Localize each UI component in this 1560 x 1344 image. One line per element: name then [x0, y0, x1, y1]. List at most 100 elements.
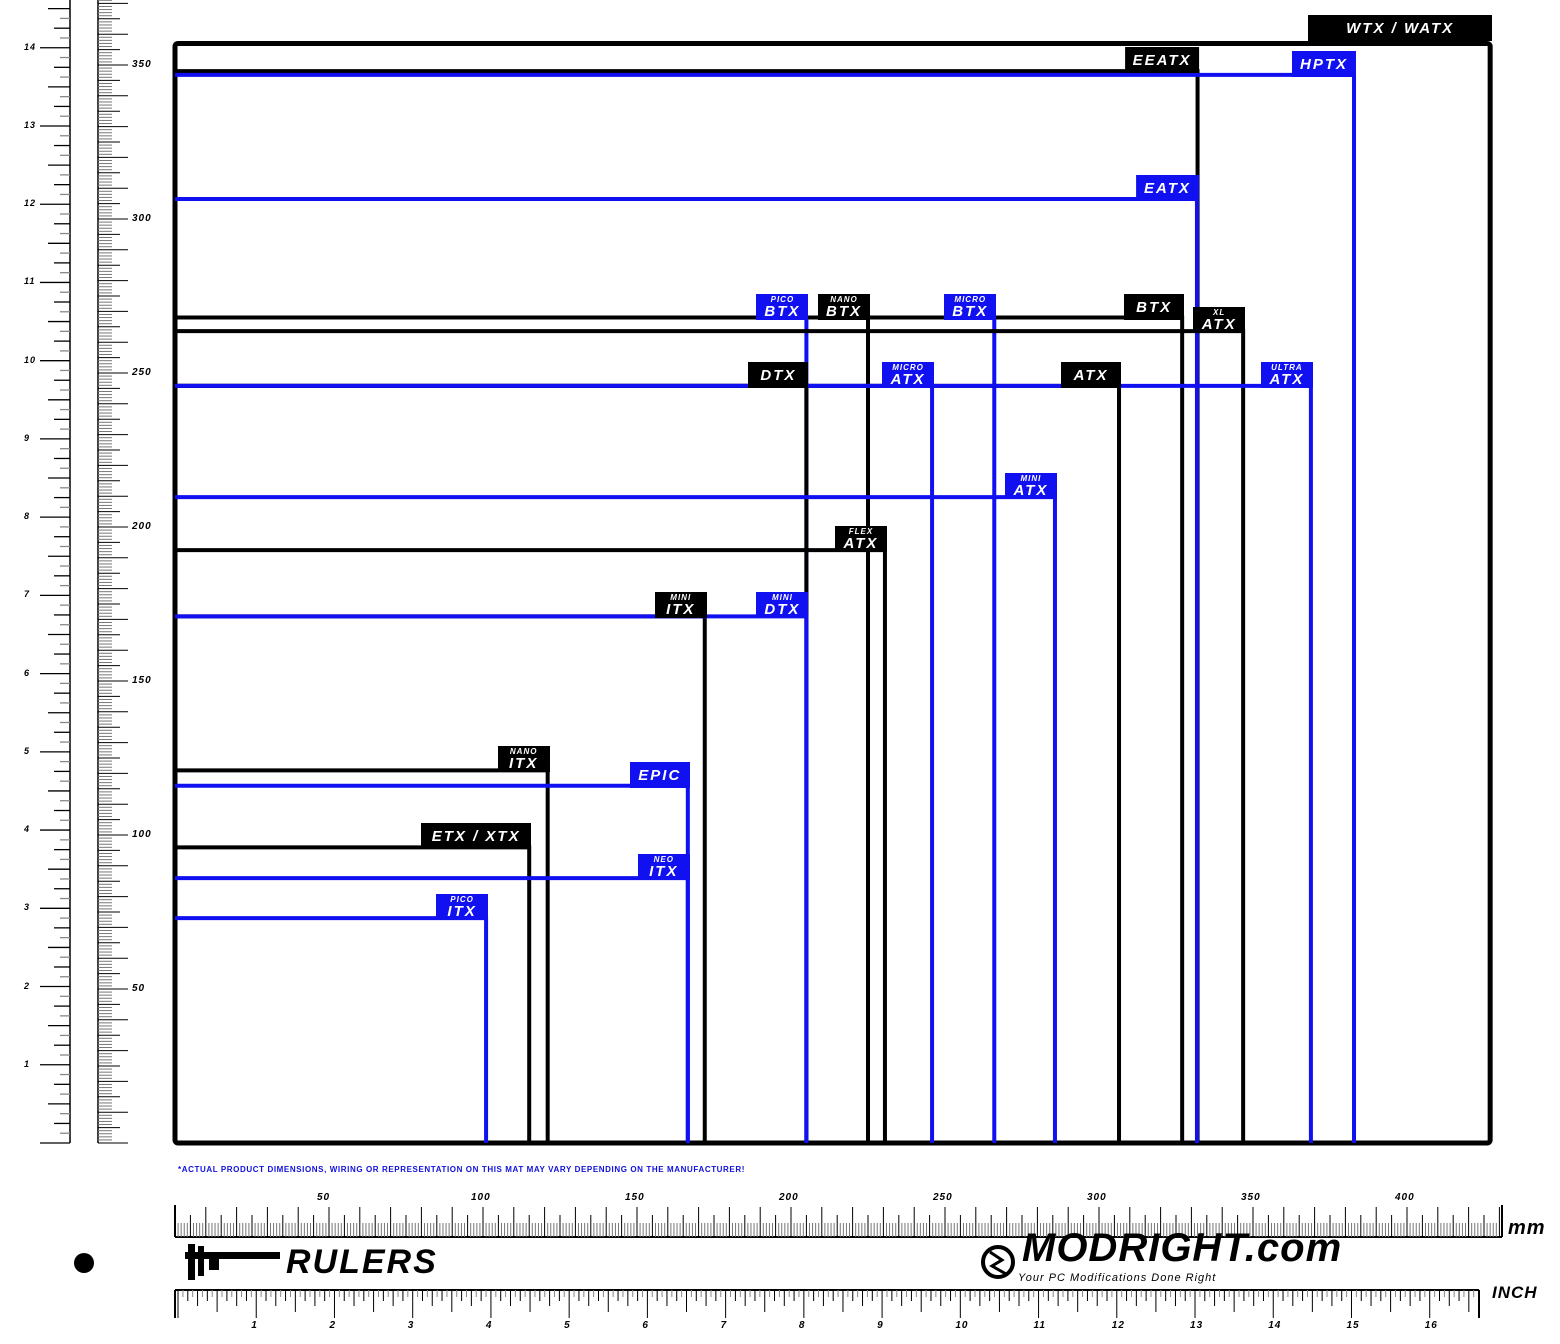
board-label-name: ITX: [447, 903, 477, 921]
mm-label: 250: [933, 1192, 953, 1203]
board-label-prefix: NANO: [509, 747, 538, 757]
vertical-inch-label: 10: [24, 354, 37, 365]
vertical-inch-label: 14: [24, 41, 37, 52]
board-label-name: EPIC: [638, 766, 682, 784]
board-label-prefix: MINI: [771, 593, 793, 603]
board-label-name: BTX: [826, 302, 862, 320]
board-label: NANO ITX: [497, 746, 550, 773]
vertical-inch-label: 9: [24, 432, 31, 443]
vertical-mm-label: 350: [132, 59, 152, 70]
board-label: MINI DTX: [756, 592, 809, 619]
board-label: PICO ITX: [436, 894, 489, 921]
vertical-inch-label: 4: [24, 824, 31, 835]
inch-label: 8: [798, 1320, 806, 1331]
vertical-inch-label: 3: [24, 902, 31, 913]
board-label-name: ATX: [843, 535, 879, 553]
vertical-mm-label: 300: [132, 213, 152, 224]
board-label-name: ATX: [1201, 316, 1237, 334]
board-outline-21: [175, 916, 489, 1143]
board-label: PICO BTX: [756, 293, 809, 320]
board-label: WTX / WATX: [1308, 15, 1493, 42]
vertical-mm-label: 50: [132, 983, 146, 994]
mm-label: 300: [1087, 1192, 1107, 1203]
caliper-icon: [185, 1244, 280, 1280]
vertical-inch-label: 12: [24, 198, 37, 209]
board-label-prefix: ULTRA: [1271, 362, 1303, 372]
board-outline-10: [175, 383, 935, 1143]
board-label: HPTX: [1292, 50, 1357, 77]
board-outline-0: [172, 40, 1493, 1146]
board-label-prefix: XL: [1213, 308, 1226, 318]
board-label: ATX: [1061, 361, 1122, 388]
board-label-name: ETX / XTX: [431, 828, 521, 846]
board-label-name: ITX: [666, 601, 696, 619]
inch-label: 2: [329, 1320, 337, 1331]
inch-label: 16: [1424, 1320, 1438, 1331]
board-outline-9: [175, 383, 809, 1143]
vertical-mm-label: 200: [132, 521, 152, 532]
vertical-inch-label: 8: [24, 511, 31, 522]
inch-label: 10: [955, 1320, 969, 1331]
vertical-mm-label: 100: [132, 829, 152, 840]
board-label-name: ITX: [509, 755, 539, 773]
mm-unit-label: mm: [1508, 1217, 1546, 1239]
vertical-inch-label: 2: [24, 980, 31, 991]
board-label-name: EATX: [1144, 179, 1191, 197]
modright-logo: MODRIGHT.com Your PC Modifications Done …: [978, 1228, 1488, 1286]
vertical-inch-label: 6: [24, 667, 31, 678]
inch-label: 6: [642, 1320, 649, 1331]
mm-label: 50: [317, 1192, 331, 1203]
mm-label: 100: [471, 1192, 491, 1203]
vertical-inch-label: 7: [24, 589, 31, 600]
board-outline-6: [175, 315, 997, 1143]
board-label: MICRO BTX: [944, 293, 997, 320]
board-label-name: ATX: [890, 370, 926, 388]
board-label-name: ITX: [649, 863, 679, 881]
board-label-prefix: PICO: [770, 294, 795, 304]
board-outline-13: [175, 495, 1057, 1143]
board-label-prefix: MICRO: [892, 362, 924, 372]
mm-label: 400: [1395, 1192, 1415, 1203]
inch-label: 3: [407, 1320, 415, 1331]
inch-label: 15: [1346, 1320, 1360, 1331]
board-label-name: DTX: [764, 601, 801, 619]
vertical-inch-label: 5: [24, 745, 31, 756]
inch-label: 4: [485, 1320, 493, 1331]
inch-unit-label: INCH: [1492, 1283, 1538, 1302]
modright-wordmark: MODRIGHT.com: [1022, 1226, 1343, 1270]
vertical-inch-label: 11: [24, 276, 36, 287]
board-label: ETX / XTX: [421, 823, 532, 850]
inch-label: 9: [877, 1320, 884, 1331]
inch-label: 14: [1268, 1320, 1282, 1331]
board-label: MINI ATX: [1004, 473, 1057, 500]
board-label: ULTRA ATX: [1260, 361, 1313, 388]
board-outline-19: [175, 845, 532, 1143]
board-label-name: BTX: [952, 302, 989, 320]
modright-tagline: Your PC Modifications Done Right: [1018, 1272, 1217, 1284]
board-label-name: DTX: [760, 366, 797, 384]
board-label-name: ATX: [1013, 482, 1049, 500]
vertical-mm-label: 250: [132, 367, 152, 378]
rulers-title: RULERS: [286, 1243, 438, 1281]
board-label: FLEX ATX: [834, 526, 887, 553]
vertical-inch-label: 1: [24, 1058, 31, 1069]
inch-label: 12: [1111, 1320, 1125, 1331]
board-label: MICRO ATX: [882, 361, 935, 388]
lightning-emblem-icon: [981, 1245, 1015, 1279]
board-label-prefix: NANO: [830, 294, 858, 304]
rulers-logo: RULERS: [185, 1244, 438, 1280]
board-label-prefix: FLEX: [848, 527, 874, 537]
mm-label: 150: [625, 1192, 645, 1203]
board-label: BTX: [1124, 293, 1185, 320]
inch-label: 13: [1190, 1320, 1204, 1331]
vertical-mm-label: 150: [132, 675, 152, 686]
board-label: NANO BTX: [818, 293, 870, 320]
inch-label: 5: [564, 1320, 571, 1331]
board-label-name: BTX: [1136, 298, 1173, 316]
board-label: XL ATX: [1193, 307, 1246, 334]
board-outline-5: [175, 315, 870, 1143]
board-outline-4: [175, 315, 809, 1143]
inch-label: 11: [1033, 1320, 1046, 1331]
board-outline-7: [175, 315, 1185, 1143]
